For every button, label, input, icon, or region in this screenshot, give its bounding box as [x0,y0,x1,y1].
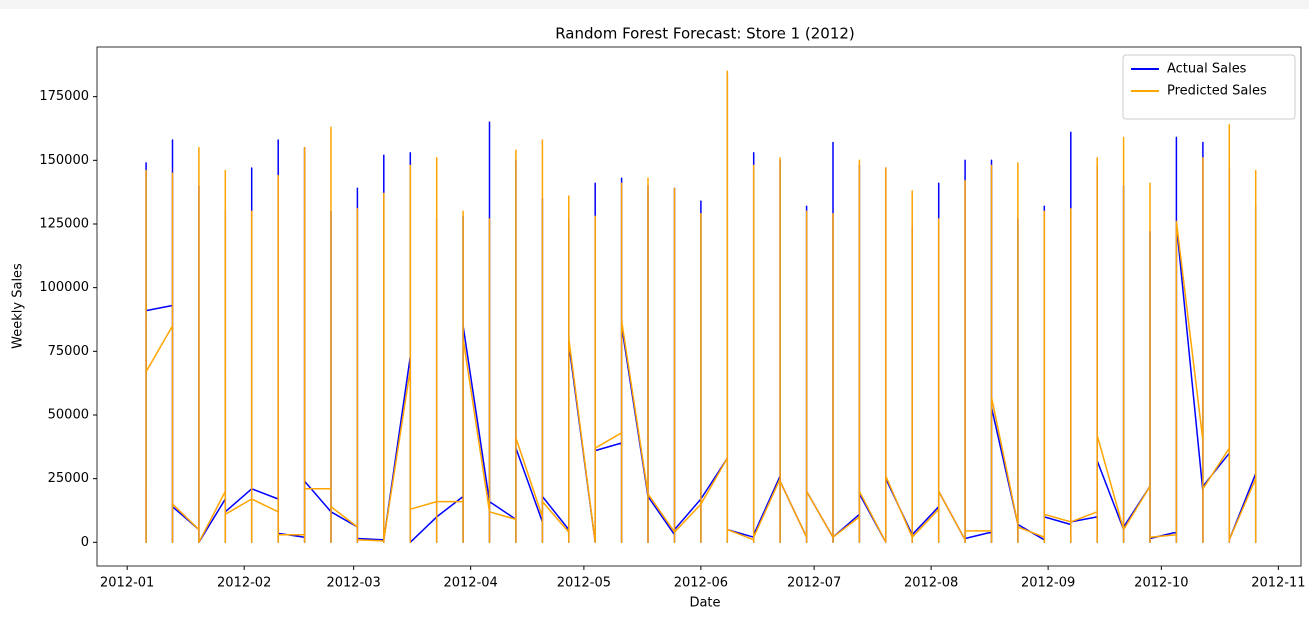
x-tick-label: 2012-03 [326,576,380,591]
y-tick-label: 125000 [39,216,89,231]
x-tick-label: 2012-11 [1251,576,1305,591]
x-tick-label: 2012-06 [674,576,728,591]
x-tick-label: 2012-05 [557,576,611,591]
y-tick-label: 75000 [48,344,89,359]
x-tick-label: 2012-10 [1134,576,1188,591]
chart-title: Random Forest Forecast: Store 1 (2012) [555,25,855,43]
x-tick-label: 2012-09 [1021,576,1075,591]
x-axis-label: Date [689,596,720,611]
axes-frame [96,46,1302,567]
y-tick-label: 175000 [39,89,89,104]
x-tick-label: 2012-01 [100,576,154,591]
y-tick-label: 50000 [48,407,89,422]
series-line [145,70,1257,544]
x-tick-label: 2012-02 [217,576,271,591]
x-tick-label: 2012-08 [904,576,958,591]
y-tick-label: 100000 [39,280,89,295]
cell-bar [0,0,1309,9]
legend-label: Predicted Sales [1167,84,1267,99]
legend-label: Actual Sales [1167,62,1247,77]
legend-box [1122,54,1296,120]
y-tick-label: 0 [81,535,89,550]
x-tick-label: 2012-07 [787,576,841,591]
y-axis-label: Weekly Sales [11,263,26,349]
x-tick-label: 2012-04 [443,576,497,591]
y-tick-label: 25000 [48,471,89,486]
y-tick-label: 150000 [39,153,89,168]
